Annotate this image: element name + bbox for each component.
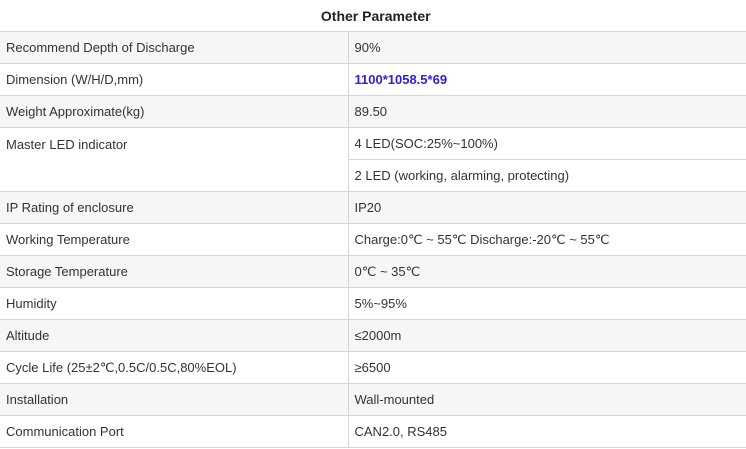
table-row: Altitude ≤2000m — [0, 319, 746, 352]
param-value: 2 LED (working, alarming, protecting) — [348, 159, 746, 192]
table-row: Dimension (W/H/D,mm) 1100*1058.5*69 — [0, 63, 746, 96]
param-label: Installation — [0, 383, 349, 416]
param-value: ≥6500 — [347, 351, 746, 384]
table-row: Communication Port CAN2.0, RS485 — [0, 415, 746, 448]
param-value: Charge:0℃ ~ 55℃ Discharge:-20℃ ~ 55℃ — [347, 223, 746, 256]
param-label: Altitude — [0, 319, 349, 352]
param-value: IP20 — [347, 191, 746, 224]
param-label: Communication Port — [0, 415, 349, 448]
table-row: Humidity 5%~95% — [0, 287, 746, 320]
param-label: Weight Approximate(kg) — [0, 95, 349, 128]
table-row: Weight Approximate(kg) 89.50 — [0, 95, 746, 128]
param-label: Storage Temperature — [0, 255, 349, 288]
param-value: ≤2000m — [347, 319, 746, 352]
table-row: Recommend Depth of Discharge 90% — [0, 31, 746, 64]
table-row: 2 LED (working, alarming, protecting) — [0, 159, 746, 192]
param-value: 90% — [347, 31, 746, 64]
param-label: IP Rating of enclosure — [0, 191, 349, 224]
param-value: 4 LED(SOC:25%~100%) — [347, 127, 746, 160]
table-row: Working Temperature Charge:0℃ ~ 55℃ Disch… — [0, 223, 746, 256]
param-value: 0℃ ~ 35℃ — [347, 255, 746, 288]
table-row: IP Rating of enclosure IP20 — [0, 191, 746, 224]
param-value: CAN2.0, RS485 — [347, 415, 746, 448]
param-label: Dimension (W/H/D,mm) — [0, 63, 349, 96]
param-value: 5%~95% — [347, 287, 746, 320]
table-row: Installation Wall-mounted — [0, 383, 746, 416]
param-label: Humidity — [0, 287, 349, 320]
param-label: Cycle Life (25±2℃,0.5C/0.5C,80%EOL) — [0, 351, 349, 384]
param-label: Master LED indicator — [0, 127, 349, 192]
param-label: Working Temperature — [0, 223, 349, 256]
table-title: Other Parameter — [0, 0, 746, 32]
param-value: 1100*1058.5*69 — [347, 63, 746, 96]
table-row: Master LED indicator 4 LED(SOC:25%~100%) — [0, 127, 746, 192]
table-row: Cycle Life (25±2℃,0.5C/0.5C,80%EOL) ≥6500 — [0, 351, 746, 384]
param-value: 89.50 — [347, 95, 746, 128]
param-label: Recommend Depth of Discharge — [0, 31, 349, 64]
param-value: Wall-mounted — [347, 383, 746, 416]
table-row: Storage Temperature 0℃ ~ 35℃ — [0, 255, 746, 288]
